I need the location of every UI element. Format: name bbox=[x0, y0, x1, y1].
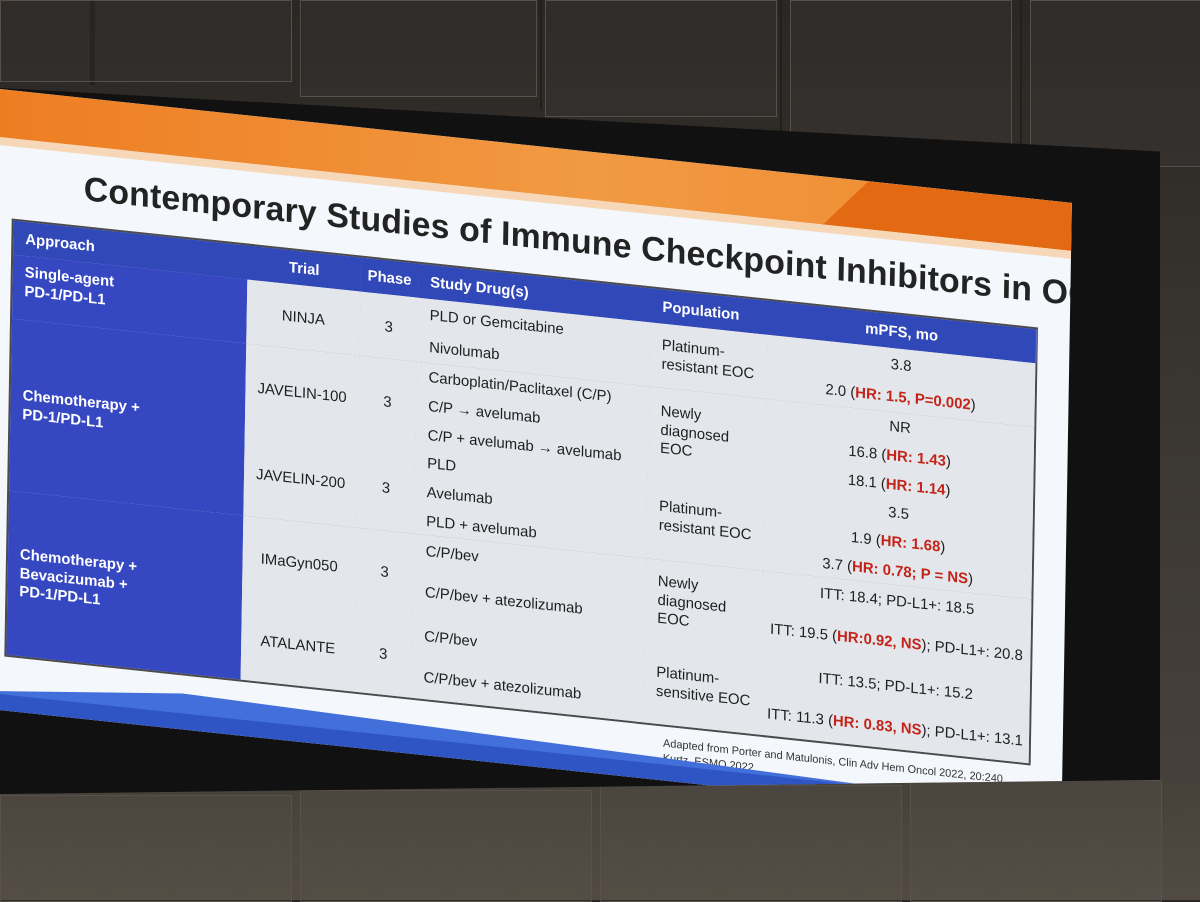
mpfs-value: ITT: 19.5 ( bbox=[769, 620, 838, 645]
approach-chemo-pd1: Chemotherapy + PD-1/PD-L1 bbox=[9, 318, 247, 516]
population-javelin-100: Newly diagnosed EOC bbox=[647, 386, 767, 485]
mpfs-hazard-ratio: HR: 1.14 bbox=[885, 475, 946, 499]
mpfs-hazard-ratio: HR: 1.43 bbox=[886, 446, 947, 470]
wall-panel bbox=[545, 0, 777, 117]
mpfs-value: ) bbox=[940, 538, 946, 557]
mpfs-value: ); PD-L1+: 20.8 bbox=[921, 636, 1023, 664]
mpfs-value: ) bbox=[970, 395, 976, 414]
immune-checkpoint-table: Approach Trial Phase Study Drug(s) Popul… bbox=[4, 218, 1038, 766]
presentation-slide: Contemporary Studies of Immune Checkpoin… bbox=[0, 89, 1072, 794]
floor-glow bbox=[0, 780, 1200, 900]
trial-imagyn050: IMaGyn050 bbox=[241, 515, 357, 610]
mpfs-value: ) bbox=[945, 452, 952, 471]
ceiling-line bbox=[1020, 0, 1022, 155]
trial-javelin-200: JAVELIN-200 bbox=[243, 429, 358, 528]
mpfs-value: ); PD-L1+: 13.1 bbox=[921, 721, 1024, 750]
mpfs-value: 18.1 ( bbox=[847, 471, 886, 493]
trial-atalante: ATALANTE bbox=[240, 597, 356, 692]
mpfs-hazard-ratio: HR: 0.83, NS bbox=[832, 712, 922, 739]
trial-javelin-100: JAVELIN-100 bbox=[244, 343, 360, 442]
ceiling-line bbox=[90, 0, 95, 85]
wall-panel bbox=[790, 0, 1012, 147]
approach-chemo-bev-pd1-text: Chemotherapy + Bevacizumab + PD-1/PD-L1 bbox=[19, 545, 138, 609]
mpfs-value: ) bbox=[967, 569, 974, 588]
approach-chemo-pd1-text: Chemotherapy + PD-1/PD-L1 bbox=[22, 387, 140, 432]
population-javelin-200: Platinum- resistant EOC bbox=[646, 472, 765, 571]
mpfs-value: ITT: 11.3 ( bbox=[766, 705, 834, 730]
mpfs-hazard-ratio: HR: 1.5, P=0.002 bbox=[855, 383, 971, 413]
mpfs-value: 1.9 ( bbox=[850, 529, 881, 550]
approach-chemo-bev-pd1: Chemotherapy + Bevacizumab + PD-1/PD-L1 bbox=[6, 490, 244, 680]
wall-panel bbox=[300, 0, 537, 97]
population-atalante: Platinum- sensitive EOC bbox=[643, 640, 763, 735]
mpfs-value: 2.0 ( bbox=[825, 380, 856, 401]
population-imagyn050: Newly diagnosed EOC bbox=[644, 558, 764, 653]
trial-ninja: NINJA bbox=[246, 279, 361, 356]
wall-panel bbox=[1030, 0, 1200, 167]
phase-imagyn050: 3 bbox=[355, 527, 415, 616]
wall-panel bbox=[0, 0, 292, 82]
mpfs-hazard-ratio: HR:0.92, NS bbox=[836, 627, 922, 654]
mpfs-value: 16.8 ( bbox=[848, 442, 887, 464]
ceiling-line bbox=[780, 0, 782, 135]
presentation-screen: Contemporary Studies of Immune Checkpoin… bbox=[0, 88, 1160, 794]
phase-javelin-100: 3 bbox=[357, 355, 417, 448]
mpfs-hazard-ratio: HR: 1.68 bbox=[880, 532, 941, 556]
mpfs-value: 3.7 ( bbox=[822, 554, 853, 575]
ceiling-line bbox=[540, 0, 542, 110]
phase-ninja: 3 bbox=[359, 291, 419, 362]
ceiling-line bbox=[300, 0, 302, 90]
phase-atalante: 3 bbox=[353, 609, 413, 698]
mpfs-value: ) bbox=[945, 481, 951, 499]
phase-javelin-200: 3 bbox=[356, 441, 416, 534]
